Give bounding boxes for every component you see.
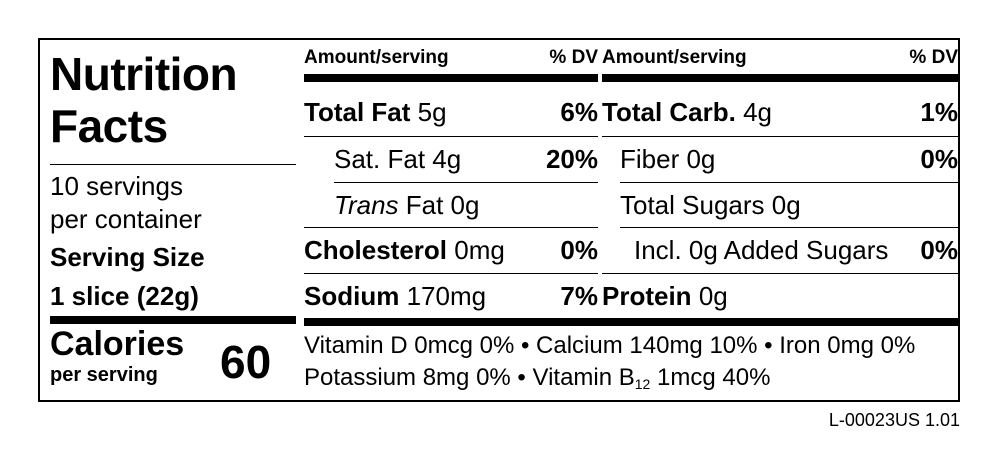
serving-size-label: Serving Size (50, 242, 205, 272)
nutrient-name: Total Carb. (602, 96, 736, 127)
nutrient-name: Total Sugars 0g (620, 189, 801, 220)
servings-line2: per container (50, 204, 202, 234)
column-header: Amount/serving % DV (304, 46, 598, 70)
nutrient-dv: 0% (920, 234, 958, 265)
servings-per-container: 10 servings per container (50, 170, 202, 236)
left-summary: Nutrition Facts 10 servings per containe… (40, 40, 296, 400)
nutrient-dv: 1% (920, 96, 958, 127)
nutrient-row-trans-fat: Trans Fat 0g (334, 183, 598, 227)
vitamins-line1: Vitamin D 0mcg 0% • Calcium 140mg 10% • … (304, 332, 916, 359)
nutrient-row-total-sugars: Total Sugars 0g (620, 183, 958, 227)
nutrient-name: Incl. 0g Added Sugars (634, 234, 889, 265)
thick-rule (602, 74, 958, 82)
dv-header: % DV (909, 47, 958, 68)
nutrient-dv: 7% (560, 280, 598, 311)
nutrient-row-sat-fat: Sat. Fat 4g 20% (334, 137, 598, 181)
nutrient-name: Cholesterol (304, 234, 448, 265)
row-divider (602, 273, 958, 274)
vitamins-line2-text: Potassium 8mg 0% • Vitamin B (304, 364, 635, 391)
nutrient-name: Sat. Fat 4g (334, 143, 462, 174)
nutrient-amount: 0mg (454, 234, 505, 265)
calories-value: 60 (220, 336, 272, 388)
nutrient-column-left: Amount/serving % DV Total Fat 5g 6% Sat.… (304, 40, 598, 326)
nutrient-row-protein: Protein 0g (602, 274, 958, 318)
nutrient-row-sodium: Sodium 170mg 7% (304, 274, 598, 318)
nutrient-dv: 0% (560, 234, 598, 265)
column-header: Amount/serving % DV (602, 46, 958, 70)
nutrient-amount: 0g (698, 280, 728, 311)
servings-line1: 10 servings (50, 171, 183, 201)
label-code: L-00023US 1.01 (828, 410, 960, 430)
dv-header: % DV (549, 47, 598, 68)
title-line1: Nutrition (50, 48, 238, 100)
calories-subtitle: per serving (50, 364, 158, 386)
calories-label: Calories (50, 325, 185, 363)
nutrient-dv: 20% (545, 143, 598, 174)
vitamins-line2-value: 1mcg 40% (650, 364, 771, 391)
amount-header: Amount/serving (602, 47, 747, 68)
nutrition-facts-panel: Nutrition Facts 10 servings per containe… (38, 38, 960, 402)
nutrient-name: Fiber 0g (620, 143, 716, 174)
vitamins-line2: Potassium 8mg 0% • Vitamin B12 1mcg 40% (304, 362, 915, 396)
nutrient-column-right: Amount/serving % DV Total Carb. 4g 1% Fi… (602, 40, 958, 326)
nutrient-name: Total Fat (304, 96, 411, 127)
vitamin-b12-subscript: 12 (634, 376, 651, 392)
nutrient-amount: 170mg (406, 280, 487, 311)
nutrient-name: Fat 0g (405, 189, 480, 220)
thick-rule-bottom (304, 318, 958, 326)
amount-header: Amount/serving (304, 47, 449, 68)
thick-divider (50, 316, 296, 324)
nutrient-amount: 4g (743, 96, 773, 127)
row-divider (304, 136, 598, 137)
row-divider (620, 182, 958, 183)
row-divider (334, 182, 598, 183)
divider (50, 164, 296, 165)
nutrient-row-total-fat: Total Fat 5g 6% (304, 90, 598, 134)
nutrient-row-total-carb: Total Carb. 4g 1% (602, 90, 958, 134)
serving-size: Serving Size 1 slice (22g) (50, 238, 205, 316)
row-divider (304, 227, 598, 228)
thick-rule (304, 74, 598, 82)
nutrient-amount: 5g (417, 96, 447, 127)
serving-size-value: 1 slice (22g) (50, 281, 199, 311)
nutrient-name: Protein (602, 280, 692, 311)
nutrient-name: Sodium (304, 280, 400, 311)
nutrient-row-added-sugars: Incl. 0g Added Sugars 0% (634, 228, 958, 272)
row-divider (304, 273, 598, 274)
nutrient-dv: 6% (560, 96, 598, 127)
nutrient-row-fiber: Fiber 0g 0% (620, 137, 958, 181)
title-line2: Facts (50, 100, 168, 152)
row-divider (602, 136, 958, 137)
nutrient-row-cholesterol: Cholesterol 0mg 0% (304, 228, 598, 272)
trans-label: Trans (334, 189, 399, 220)
nutrient-dv: 0% (920, 143, 958, 174)
row-divider (620, 227, 958, 228)
vitamins-minerals: Vitamin D 0mcg 0% • Calcium 140mg 10% • … (304, 330, 915, 396)
panel-title: Nutrition Facts (50, 48, 300, 152)
